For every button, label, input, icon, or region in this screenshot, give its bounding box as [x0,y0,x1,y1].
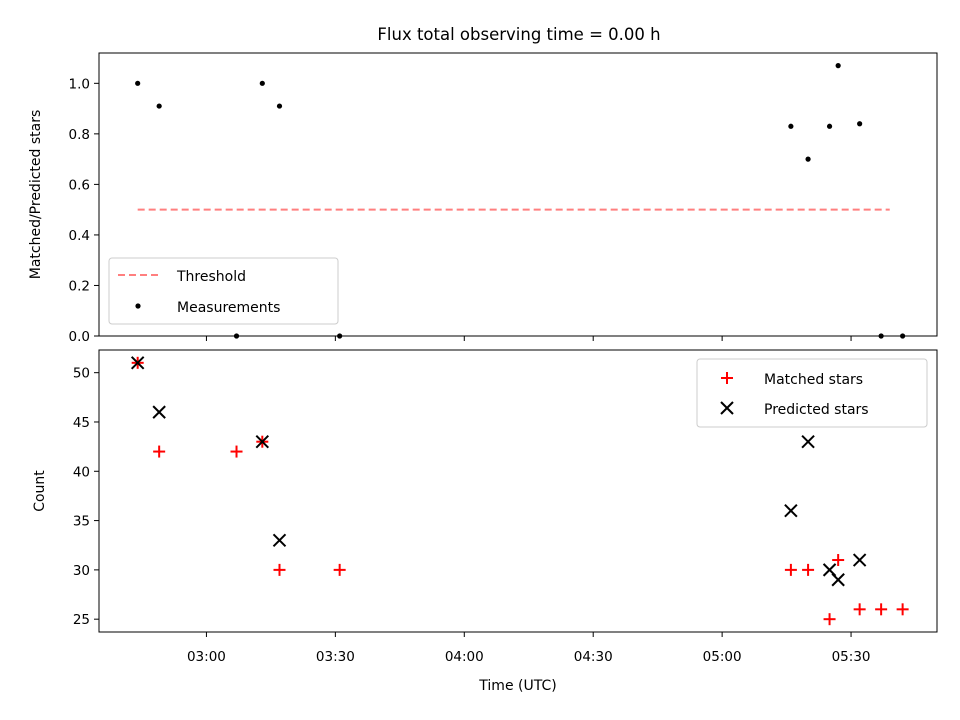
predicted-legend-swatch [720,401,734,415]
predicted-star-point [831,573,845,587]
bottom-data-marks [130,356,909,626]
legend-measurements-label: Measurements [177,300,280,316]
matched-star-point [784,563,797,576]
bottom-legend-box [696,358,928,428]
x-ticks: 03:00 03:30 04:00 04:30 05:00 05:30 [187,336,871,665]
measurement-point [156,103,162,109]
measurement-point [788,123,794,129]
bottom-y-tick-label: 30 [73,563,90,579]
top-y-tick-label: 0.8 [69,127,90,143]
bottom-y-tick-label: 40 [73,464,90,480]
x-tick-label: 04:00 [445,649,484,665]
matched-star-point [853,603,866,616]
matched-legend-swatch [721,372,733,384]
measurements-legend-swatch [135,303,141,309]
measurement-point [805,156,811,162]
measurement-point [276,103,283,109]
predicted-star-point [852,553,867,567]
top-y-tick-label: 0.0 [69,329,90,345]
measurement-point [337,333,343,339]
top-y-tick-label: 0.2 [69,278,90,294]
matched-star-point [802,563,815,576]
predicted-star-point [152,405,166,419]
top-data-marks [135,63,906,339]
legend-threshold-label: Threshold [176,269,246,285]
measurement-point [826,123,833,129]
matched-star-point [832,554,845,567]
bottom-y-axis-label: Count [32,470,48,512]
top-legend-box [108,257,339,325]
top-y-tick-label: 0.4 [69,228,90,244]
bottom-y-tick-label: 25 [73,612,90,628]
bottom-y-tick-label: 35 [73,514,90,530]
x-tick-label: 03:30 [316,649,355,665]
top-y-tick-label: 0.6 [69,177,90,193]
matched-star-point [896,603,909,616]
x-tick-label: 03:00 [187,649,226,665]
x-axis-label: Time (UTC) [478,678,556,694]
matched-star-point [273,563,286,576]
x-tick-label: 05:00 [703,649,742,665]
predicted-star-point [272,533,287,548]
top-legend: Threshold Measurements [108,257,339,325]
predicted-star-point [130,356,145,370]
top-y-axis-label: Matched/Predicted stars [28,110,44,280]
measurement-point [900,333,906,339]
legend-predicted-label: Predicted stars [764,402,869,418]
measurement-point [233,333,240,339]
measurement-point [259,80,265,86]
bottom-y-tick-label: 45 [73,415,90,431]
top-y-ticks: 0.0 0.2 0.4 0.6 0.8 1.0 [69,76,99,345]
predicted-star-point [255,434,270,449]
matched-star-point [230,445,243,458]
matched-star-point [153,445,166,458]
measurement-point [878,333,884,339]
matched-star-point [823,613,836,626]
legend-matched-label: Matched stars [764,372,863,388]
x-tick-label: 05:30 [832,649,871,665]
x-tick-label: 04:30 [574,649,613,665]
matched-star-point [875,603,888,616]
bottom-y-tick-label: 50 [73,366,90,382]
measurement-point [135,80,141,86]
predicted-star-point [801,434,815,449]
predicted-star-point [784,504,798,518]
top-y-tick-label: 1.0 [69,76,90,92]
measurement-point [857,121,863,127]
bottom-y-ticks: 25 30 35 40 45 50 [73,366,99,628]
measurement-point [835,63,841,69]
chart-title: Flux total observing time = 0.00 h [377,25,660,44]
matched-star-point [333,563,346,576]
bottom-legend: Matched stars Predicted stars [696,358,928,428]
